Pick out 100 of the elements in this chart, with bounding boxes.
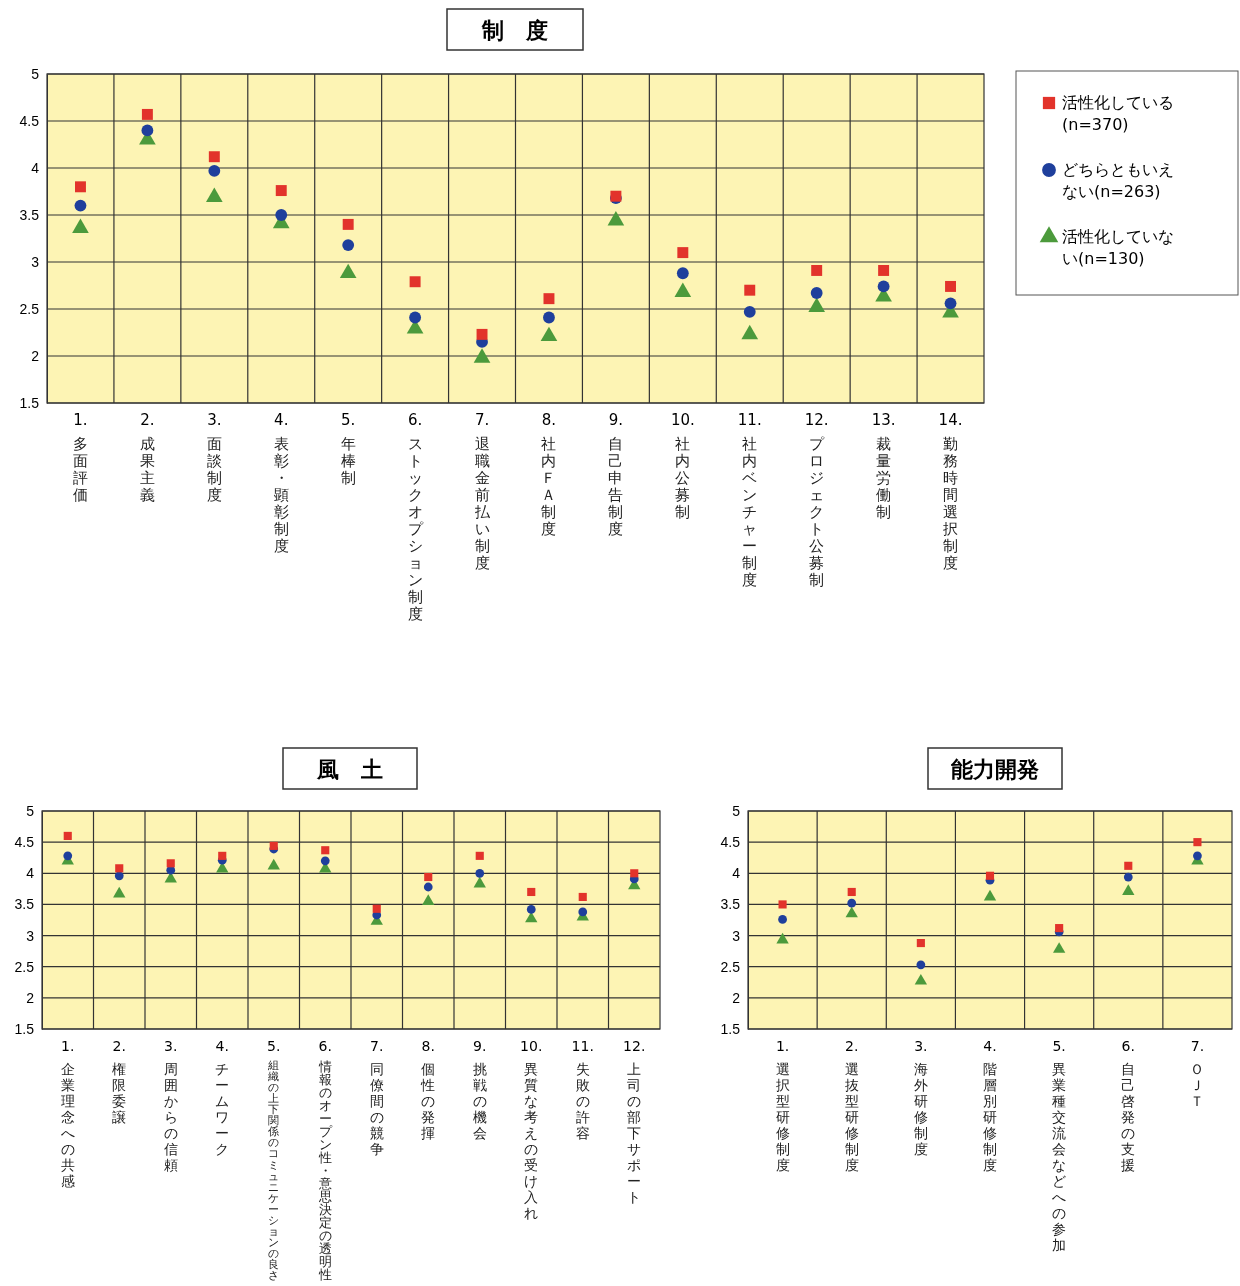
point (877, 280, 890, 293)
point (878, 264, 890, 276)
point (677, 247, 689, 259)
y-tick-label: 2 (31, 347, 40, 364)
point (845, 906, 858, 918)
point (208, 164, 221, 177)
point (808, 297, 825, 312)
point (424, 872, 433, 882)
category-label: 11.社内ベンチャー制度 (737, 411, 762, 589)
point (475, 851, 484, 860)
point (275, 185, 287, 197)
chart-title: 風 土 (316, 757, 383, 782)
point (1123, 872, 1133, 882)
y-tick-label: 4 (31, 159, 40, 176)
point (114, 871, 124, 881)
y-tick-label: 5 (26, 802, 35, 819)
point (741, 324, 759, 340)
x-tick-label: 3.海外研修制度 (913, 1038, 928, 1157)
point (409, 311, 422, 324)
legend-label: 活性化している(n=370) (1062, 92, 1175, 136)
x-tick-label: 1.多面評価 (72, 411, 88, 504)
y-tick-label: 4 (732, 865, 741, 882)
y-tick-label: 5 (31, 65, 40, 82)
point (208, 151, 220, 163)
point (141, 108, 153, 120)
y-tick-label: 1.5 (19, 394, 40, 411)
point (74, 181, 86, 193)
point (473, 348, 491, 363)
point (320, 856, 330, 866)
point (476, 328, 488, 340)
point (916, 938, 925, 948)
x-tick-label: 11.失敗の許容 (571, 1038, 594, 1141)
y-tick-label: 3 (26, 927, 35, 944)
point (475, 868, 485, 878)
point (540, 326, 558, 342)
y-tick-label: 3 (31, 253, 40, 270)
x-tick-label: 4.チームワーク (215, 1038, 230, 1157)
category-label: 12.上司の部下サポート (623, 1038, 646, 1205)
point (674, 282, 692, 297)
y-tick-label: 3.5 (14, 896, 35, 913)
point (607, 211, 625, 226)
y-tick-label: 2.5 (14, 958, 35, 975)
y-tick-label: 4.5 (720, 834, 741, 851)
x-tick-label: 8.個性の発揮 (420, 1038, 436, 1141)
y-tick-label: 4.5 (14, 834, 35, 851)
point (914, 973, 928, 985)
point (778, 900, 787, 909)
point (1124, 861, 1133, 870)
y-tick-label: 2 (26, 989, 35, 1006)
y-tick-label: 1.5 (14, 1020, 35, 1037)
y-tick-label: 4.5 (19, 112, 40, 129)
point (630, 869, 639, 878)
x-tick-label: 5.年棒制 (340, 411, 356, 487)
point (113, 886, 126, 898)
point (1055, 924, 1064, 933)
point (944, 297, 957, 310)
point (166, 859, 175, 868)
category-label: 14.勤務時間選択制度 (938, 411, 963, 572)
point (847, 898, 857, 908)
point (372, 904, 381, 913)
y-tick-label: 2 (732, 989, 741, 1006)
point (847, 887, 856, 897)
y-tick-label: 5 (732, 802, 741, 819)
point (743, 305, 756, 318)
category-label: 10.異質な考えの受け入れ (520, 1038, 543, 1221)
x-tick-label: 3.面談制度 (206, 411, 222, 504)
x-tick-label: 2.選抜型研修制度 (844, 1038, 859, 1173)
point (275, 209, 288, 221)
legend-label: 活性化していない(n=130) (1062, 226, 1175, 270)
x-tick-label: 8.社内ＦＡ制度 (541, 411, 557, 538)
point (269, 841, 278, 850)
chart-title: 制 度 (481, 18, 548, 43)
legend-label: どちらともいえない(n=263) (1062, 159, 1175, 203)
point (141, 124, 154, 137)
point (811, 264, 823, 276)
category-label: 1.企業理念への共感 (60, 1038, 75, 1189)
point (115, 864, 124, 873)
chart-title: 能力開発 (951, 757, 1039, 782)
x-tick-label: 3.周囲からの信頼 (163, 1038, 178, 1173)
point (543, 311, 555, 324)
x-tick-label: 6.自己啓発の支援 (1121, 1038, 1136, 1173)
category-label: 12.プロジェクト公募制 (804, 411, 829, 589)
point (578, 907, 588, 917)
x-tick-label: 9.自己申告制度 (608, 411, 624, 538)
point (578, 892, 587, 902)
point (423, 882, 433, 892)
point (776, 932, 789, 944)
y-tick-label: 3.5 (720, 896, 741, 913)
point (945, 280, 957, 292)
category-label: 5.異業種交流会などへの参加 (1052, 1038, 1067, 1253)
point (342, 218, 354, 230)
point (339, 263, 357, 279)
point (74, 199, 87, 212)
point (526, 905, 536, 914)
point (744, 284, 756, 296)
x-tick-label: 13.裁量労働制 (871, 411, 896, 521)
point (1193, 838, 1202, 847)
point (985, 871, 995, 880)
x-tick-label: 4.表彰・顕彰制度 (272, 411, 289, 555)
point (1193, 851, 1202, 861)
